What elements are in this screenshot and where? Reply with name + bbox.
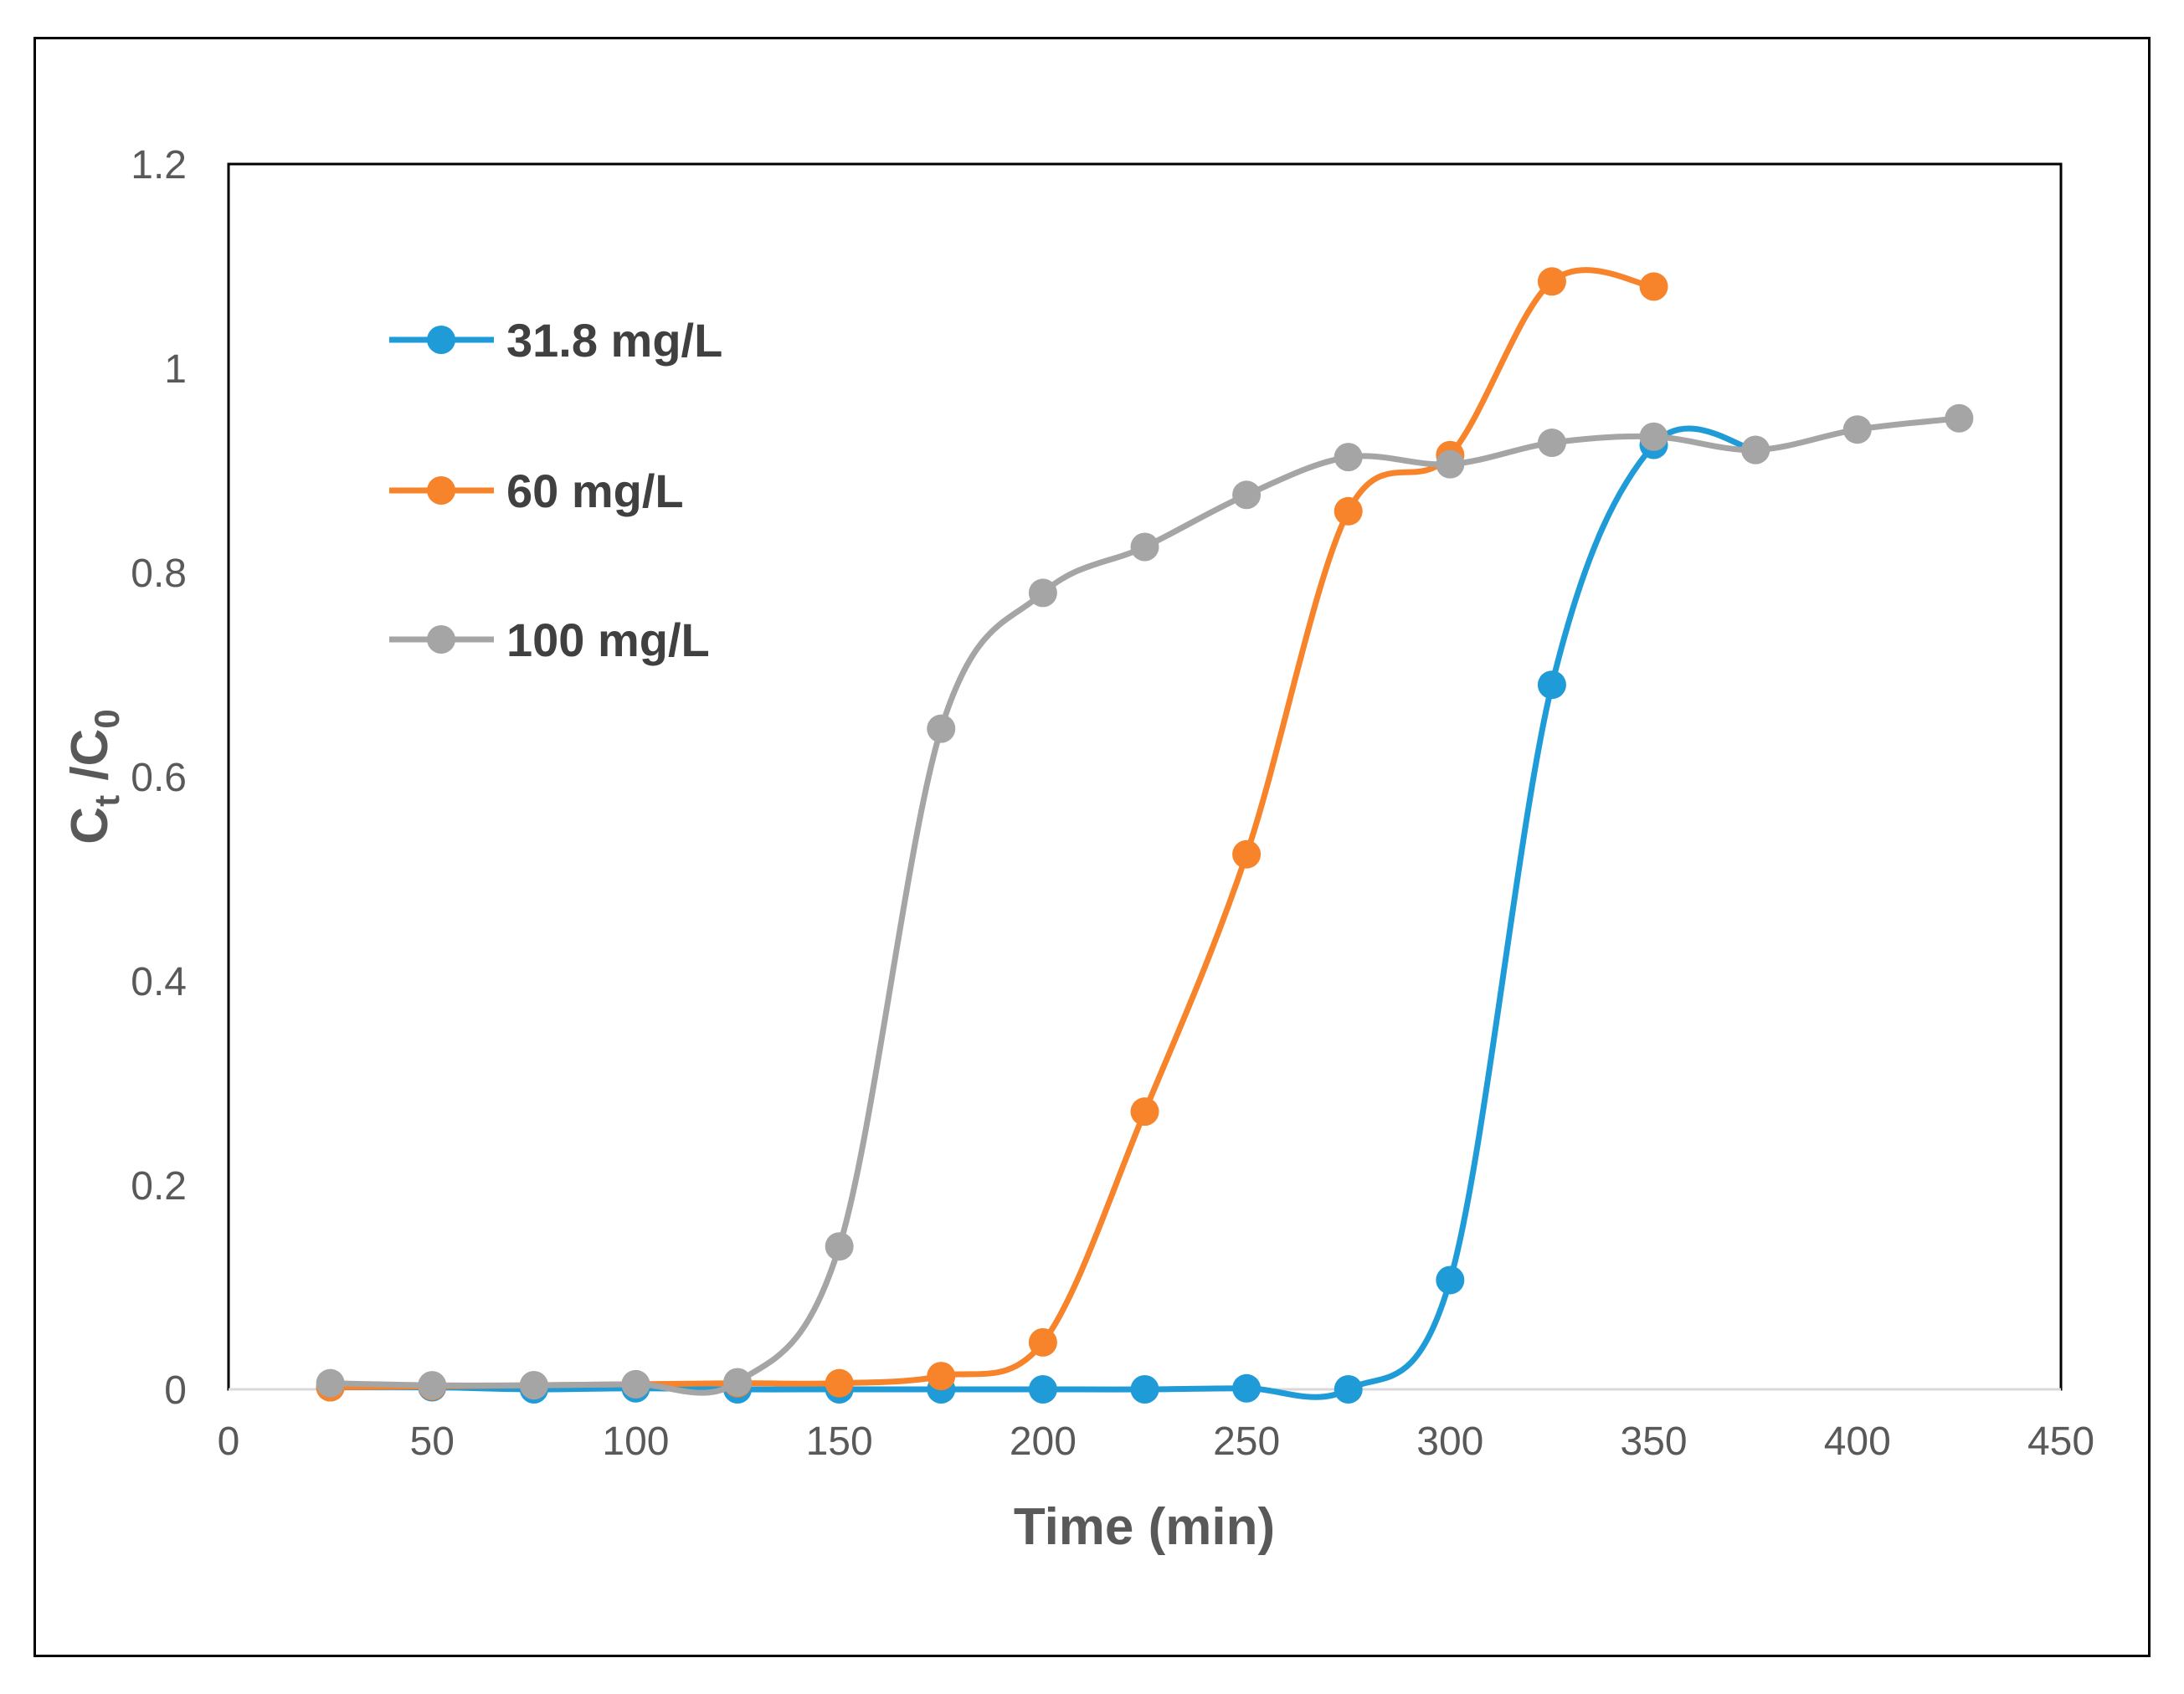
data-point (1028, 1375, 1057, 1404)
legend-marker (427, 625, 455, 654)
legend-item: 100 mg/L (389, 613, 710, 666)
x-tick-label: 150 (806, 1419, 873, 1464)
y-tick-label: 1 (164, 347, 187, 392)
data-point (1028, 1327, 1057, 1357)
legend-label: 31.8 mg/L (506, 314, 722, 367)
data-point (1639, 272, 1668, 301)
data-point (927, 714, 956, 743)
data-point (519, 1371, 548, 1400)
data-point (1130, 1375, 1159, 1404)
y-tick-label: 0 (164, 1368, 187, 1413)
data-point (1334, 496, 1363, 526)
data-point (1232, 1373, 1262, 1403)
y-tick-label: 1.2 (131, 143, 187, 187)
y-axis-title: Ct /C0 (61, 709, 126, 844)
data-point (418, 1371, 447, 1400)
data-point (825, 1232, 854, 1261)
y-axis-title-sub1: t (87, 795, 126, 807)
legend-label: 100 mg/L (506, 613, 710, 666)
legend-item: 31.8 mg/L (389, 314, 722, 367)
data-point (1334, 1375, 1363, 1404)
data-point (723, 1368, 753, 1397)
x-tick-label: 0 (218, 1419, 240, 1464)
data-point (1130, 1097, 1159, 1127)
x-tick-label: 50 (410, 1419, 455, 1464)
y-axis-title-sub2: 0 (87, 709, 126, 728)
data-point (1639, 422, 1668, 451)
y-tick-label: 0.8 (131, 552, 187, 596)
y-tick-label: 0.6 (131, 756, 187, 800)
x-tick-label: 300 (1416, 1419, 1483, 1464)
data-point (1741, 435, 1770, 465)
series-3 (316, 403, 1974, 1400)
legend-label: 60 mg/L (506, 465, 684, 517)
x-tick-label: 350 (1621, 1419, 1688, 1464)
data-point (1842, 415, 1872, 444)
legend-item: 60 mg/L (389, 465, 684, 517)
y-axis-title-mid: /C (61, 729, 119, 795)
data-point (1537, 267, 1566, 296)
data-point (927, 1362, 956, 1391)
data-point (1436, 449, 1465, 479)
data-point (1537, 429, 1566, 458)
data-point (1028, 578, 1057, 608)
data-point (1232, 839, 1262, 869)
data-point (1130, 532, 1159, 562)
x-tick-label: 250 (1213, 1419, 1280, 1464)
data-point (1537, 670, 1566, 700)
data-point (1232, 480, 1262, 510)
series-layer (316, 267, 1974, 1404)
plot-area (227, 162, 2063, 1391)
data-point (621, 1369, 650, 1399)
legend-marker (427, 326, 455, 354)
data-point (1436, 1265, 1465, 1295)
x-tick-label: 450 (2027, 1419, 2094, 1464)
legend-marker (427, 476, 455, 505)
x-tick-labels: 0 50 100 150 200 250 300 350 400 450 (218, 1419, 2094, 1464)
x-axis-title: Time (min) (1014, 1498, 1275, 1556)
y-axis-title-main: C (61, 807, 119, 844)
data-point (316, 1368, 345, 1398)
data-point (1334, 443, 1363, 472)
data-point (825, 1368, 854, 1398)
data-point (1945, 403, 1974, 433)
x-tick-label: 100 (602, 1419, 669, 1464)
x-tick-label: 400 (1824, 1419, 1891, 1464)
y-tick-label: 0.2 (131, 1164, 187, 1209)
y-tick-label: 0.4 (131, 960, 187, 1004)
legend: 31.8 mg/L 60 mg/L 100 mg/L (389, 314, 722, 666)
y-tick-labels: 0 0.2 0.4 0.6 0.8 1 1.2 (131, 143, 187, 1413)
x-tick-label: 200 (1010, 1419, 1077, 1464)
